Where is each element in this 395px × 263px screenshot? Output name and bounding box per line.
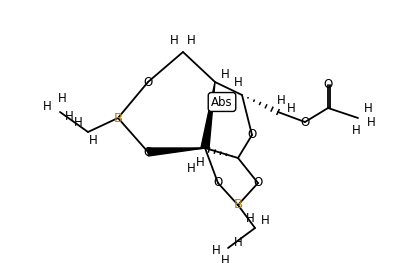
Text: H: H xyxy=(221,68,229,80)
Text: H: H xyxy=(287,103,295,115)
Text: O: O xyxy=(300,115,310,129)
Text: H: H xyxy=(186,161,196,174)
Polygon shape xyxy=(148,148,205,156)
Text: H: H xyxy=(73,117,83,129)
Text: H: H xyxy=(212,245,220,257)
Text: Abs: Abs xyxy=(211,95,233,109)
Text: H: H xyxy=(352,124,360,136)
Text: O: O xyxy=(324,78,333,92)
Text: B: B xyxy=(233,199,243,211)
Text: H: H xyxy=(58,93,66,105)
Text: H: H xyxy=(261,214,269,226)
Text: H: H xyxy=(221,255,229,263)
Text: H: H xyxy=(364,103,372,115)
Text: H: H xyxy=(233,77,243,89)
Text: O: O xyxy=(247,129,257,141)
Text: H: H xyxy=(88,134,98,148)
Text: O: O xyxy=(253,176,263,190)
Text: H: H xyxy=(276,94,285,107)
Text: H: H xyxy=(186,34,196,48)
Text: H: H xyxy=(233,236,243,250)
Text: O: O xyxy=(143,145,152,159)
Text: H: H xyxy=(246,211,254,225)
Polygon shape xyxy=(201,82,215,149)
Text: O: O xyxy=(213,176,223,190)
Text: H: H xyxy=(196,155,204,169)
Text: H: H xyxy=(65,110,73,124)
Text: O: O xyxy=(143,75,152,89)
Text: H: H xyxy=(169,34,179,48)
Text: H: H xyxy=(43,99,51,113)
Text: B: B xyxy=(113,112,122,124)
Text: H: H xyxy=(367,115,375,129)
